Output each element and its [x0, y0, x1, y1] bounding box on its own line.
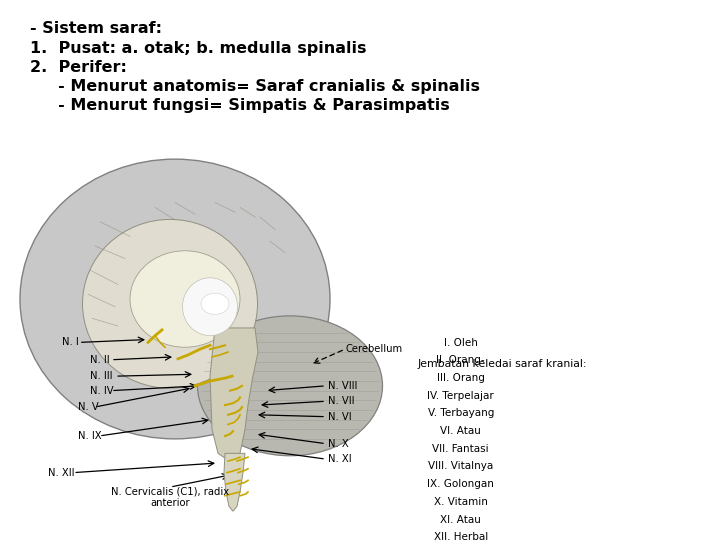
- Text: anterior: anterior: [150, 498, 190, 509]
- Polygon shape: [210, 328, 258, 458]
- Text: Jembatan keledai saraf kranial:: Jembatan keledai saraf kranial:: [418, 360, 587, 369]
- Ellipse shape: [130, 251, 240, 347]
- Text: N. VII: N. VII: [328, 396, 354, 406]
- Text: V. Terbayang: V. Terbayang: [428, 408, 494, 418]
- Text: 2.  Perifer:: 2. Perifer:: [30, 60, 127, 75]
- Text: IV. Terpelajar: IV. Terpelajar: [428, 390, 494, 401]
- Text: - Menurut anatomis= Saraf cranialis & spinalis: - Menurut anatomis= Saraf cranialis & sp…: [30, 79, 480, 94]
- Text: X. Vitamin: X. Vitamin: [434, 497, 487, 507]
- Text: XII. Herbal: XII. Herbal: [433, 532, 488, 540]
- Text: N. X: N. X: [328, 438, 348, 449]
- Text: N. III: N. III: [90, 371, 112, 381]
- Text: IX. Golongan: IX. Golongan: [428, 479, 494, 489]
- Text: 1.  Pusat: a. otak; b. medulla spinalis: 1. Pusat: a. otak; b. medulla spinalis: [30, 40, 366, 56]
- Ellipse shape: [83, 219, 258, 388]
- Text: N. XI: N. XI: [328, 454, 351, 464]
- Text: N. I: N. I: [62, 338, 78, 347]
- Text: N. VI: N. VI: [328, 411, 351, 422]
- Text: Cerebellum: Cerebellum: [345, 344, 402, 354]
- Text: N. II: N. II: [90, 355, 109, 365]
- Ellipse shape: [20, 159, 330, 439]
- Text: I. Oleh: I. Oleh: [444, 338, 478, 348]
- Text: II. Orang-: II. Orang-: [436, 355, 485, 365]
- Text: N. Cervicalis (C1), radix: N. Cervicalis (C1), radix: [111, 487, 229, 497]
- Ellipse shape: [197, 316, 382, 456]
- Ellipse shape: [201, 293, 229, 314]
- Text: N. V: N. V: [78, 402, 99, 412]
- Text: VII. Fantasi: VII. Fantasi: [433, 444, 489, 454]
- Text: VI. Atau: VI. Atau: [441, 426, 481, 436]
- Ellipse shape: [182, 278, 238, 336]
- Text: N. XII: N. XII: [48, 468, 74, 477]
- Text: N. IV: N. IV: [90, 386, 114, 396]
- Text: N. VIII: N. VIII: [328, 381, 357, 391]
- Text: - Menurut fungsi= Simpatis & Parasimpatis: - Menurut fungsi= Simpatis & Parasimpati…: [30, 98, 450, 113]
- Text: III. Orang: III. Orang: [437, 373, 485, 383]
- Polygon shape: [224, 454, 245, 511]
- Text: N. IX: N. IX: [78, 431, 102, 441]
- Text: - Sistem saraf:: - Sistem saraf:: [30, 21, 162, 36]
- Text: XI. Atau: XI. Atau: [441, 515, 481, 524]
- Text: VIII. Vitalnya: VIII. Vitalnya: [428, 462, 493, 471]
